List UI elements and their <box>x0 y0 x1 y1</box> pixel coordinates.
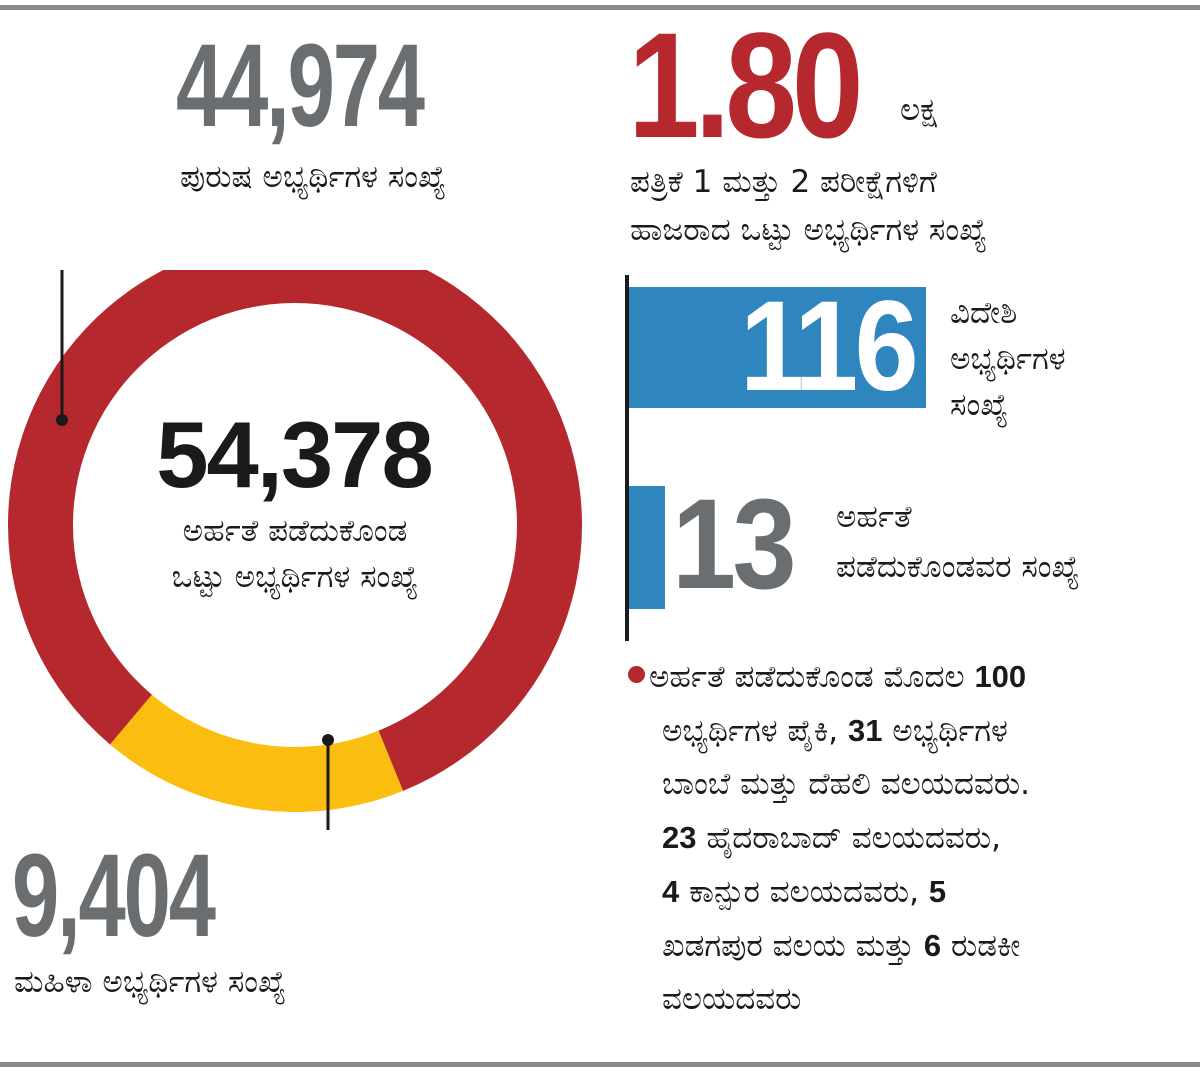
note-text: ಬಾಂಬೆ ಮತ್ತು ದೆಹಲಿ ವಲಯದವರು. <box>662 766 1030 802</box>
top-rule <box>0 5 1200 10</box>
zone-breakdown-note: ಅರ್ಹತೆ ಪಡೆದುಕೊಂಡ ಮೊದಲ 100 ಅಭ್ಯರ್ಥಿಗಳ ಪೈಕ… <box>628 650 1188 1026</box>
note-text: ರುಡಕೀ <box>941 928 1021 964</box>
foreign-candidates-bar <box>629 287 926 408</box>
male-candidates-value: 44,974 <box>176 20 425 152</box>
note-text: ಕಾನ್ಪುರ ವಲಯದವರು, <box>679 874 929 910</box>
female-arrow <box>322 734 334 830</box>
note-number: 5 <box>928 874 947 909</box>
foreign-candidates-label: ವಿದೇಶಿ ಅಭ್ಯರ್ಥಿಗಳ ಸಂಖ್ಯೆ <box>950 290 1170 428</box>
total-qualified-label-line1: ಅರ್ಹತೆ ಪಡೆದುಕೊಂಡ <box>182 513 408 549</box>
female-candidates-label: ಮಹಿಳಾ ಅಭ್ಯರ್ಥಿಗಳ ಸಂಖ್ಯೆ <box>14 964 287 1000</box>
note-line-4: 23 ಹೈದರಾಬಾದ್ ವಲಯದವರು, <box>628 811 1188 865</box>
note-number: 6 <box>923 928 942 963</box>
note-number: 4 <box>662 874 680 909</box>
female-slice <box>110 694 404 812</box>
total-appeared-unit: ಲಕ್ಷ <box>900 92 937 128</box>
eligible-label-line1: ಅರ್ಹತೆ <box>836 499 912 535</box>
male-arrow <box>56 270 68 426</box>
note-text: ಅಭ್ಯರ್ಥಿಗಳ <box>882 713 1008 749</box>
note-number: 23 <box>662 820 697 855</box>
total-appeared-label: ಪತ್ರಿಕೆ 1 ಮತ್ತು 2 ಪರೀಕ್ಷೆಗಳಿಗೆ ಹಾಜರಾದ ಒಟ… <box>630 158 987 254</box>
donut-chart <box>8 270 582 830</box>
bullet-dot-icon <box>628 666 645 683</box>
bottom-rule <box>0 1062 1200 1067</box>
eligible-foreign-bar <box>629 486 665 609</box>
note-text: ಅರ್ಹತೆ ಪಡೆದುಕೊಂಡ ಮೊದಲ <box>649 659 975 695</box>
divider-line <box>625 275 629 641</box>
foreign-label-line3: ಸಂಖ್ಯೆ <box>950 387 1009 423</box>
male-candidates-label: ಪುರುಷ ಅಭ್ಯರ್ಥಿಗಳ ಸಂಖ್ಯೆ <box>180 159 447 195</box>
total-qualified-label: ಅರ್ಹತೆ ಪಡೆದುಕೊಂಡ ಒಟ್ಟು ಅಭ್ಯರ್ಥಿಗಳ ಸಂಖ್ಯೆ <box>110 508 480 600</box>
eligible-foreign-value: 13 <box>672 473 797 616</box>
note-text: ಖಡಗಪುರ ವಲಯ ಮತ್ತು <box>662 928 924 964</box>
note-line-6: ಖಡಗಪುರ ವಲಯ ಮತ್ತು 6 ರುಡಕೀ <box>628 919 1188 973</box>
note-text: ಅಭ್ಯರ್ಥಿಗಳ ಪೈಕಿ, <box>662 713 848 749</box>
female-candidates-value: 9,404 <box>12 830 216 962</box>
note-text: ವಲಯದವರು <box>662 981 802 1017</box>
foreign-label-line1: ವಿದೇಶಿ <box>950 295 1018 331</box>
total-appeared-label-line1: ಪತ್ರಿಕೆ 1 ಮತ್ತು 2 ಪರೀಕ್ಷೆಗಳಿಗೆ <box>630 164 937 200</box>
note-line-3: ಬಾಂಬೆ ಮತ್ತು ದೆಹಲಿ ವಲಯದವರು. <box>628 758 1188 811</box>
note-text: ಹೈದರಾಬಾದ್ ವಲಯದವರು, <box>696 820 1001 856</box>
foreign-label-line2: ಅಭ್ಯರ್ಥಿಗಳ <box>950 341 1066 377</box>
note-number: 31 <box>847 713 883 748</box>
note-line-5: 4 ಕಾನ್ಪುರ ವಲಯದವರು, 5 <box>628 865 1188 919</box>
foreign-candidates-value: 116 <box>740 275 919 418</box>
note-number: 100 <box>974 659 1027 694</box>
note-line-7: ವಲಯದವರು <box>628 973 1188 1026</box>
eligible-foreign-label: ಅರ್ಹತೆ ಪಡೆದುಕೊಂಡವರ ಸಂಖ್ಯೆ <box>836 492 1080 592</box>
total-appeared-label-line2: ಹಾಜರಾದ ಒಟ್ಟು ಅಭ್ಯರ್ಥಿಗಳ ಸಂಖ್ಯೆ <box>630 212 988 248</box>
total-appeared-value: 1.80 <box>628 1 864 169</box>
note-line-2: ಅಭ್ಯರ್ಥಿಗಳ ಪೈಕಿ, 31 ಅಭ್ಯರ್ಥಿಗಳ <box>628 704 1188 758</box>
note-line-1: ಅರ್ಹತೆ ಪಡೆದುಕೊಂಡ ಮೊದಲ 100 <box>628 650 1188 704</box>
total-qualified-value: 54,378 <box>156 402 434 507</box>
eligible-label-line2: ಪಡೆದುಕೊಂಡವರ ಸಂಖ್ಯೆ <box>836 549 1080 585</box>
total-qualified-label-line2: ಒಟ್ಟು ಅಭ್ಯರ್ಥಿಗಳ ಸಂಖ್ಯೆ <box>171 559 419 595</box>
